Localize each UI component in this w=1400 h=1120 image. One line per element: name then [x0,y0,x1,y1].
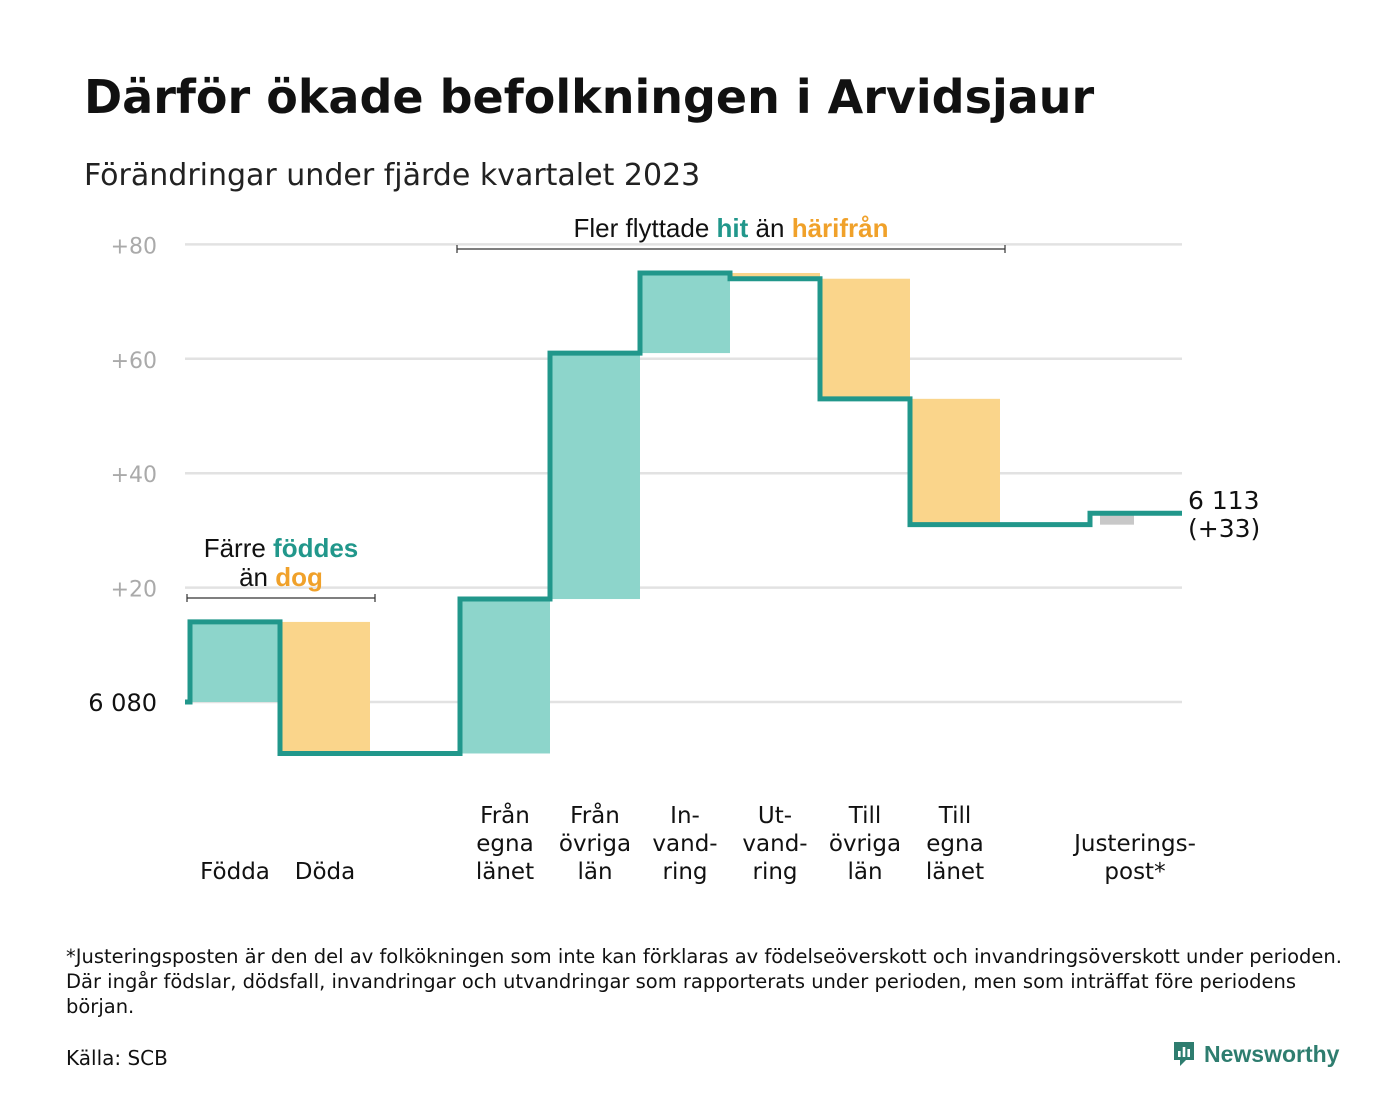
source-label: Källa: SCB [66,1046,168,1070]
category-label: länet [926,859,984,885]
annotation-segment: dog [275,562,323,592]
category-label: Justerings- [1072,831,1196,857]
category-label: Ut- [758,803,792,829]
category-label: Från [480,801,530,829]
y-tick-label: +80 [111,234,157,259]
category-label: post* [1104,859,1165,885]
newsworthy-logo-icon [1174,1042,1194,1066]
y-tick-label: +60 [111,349,157,374]
bar [640,273,730,354]
category-label: ring [752,859,797,885]
annotation-segment: föddes [273,533,358,563]
bar [550,353,640,600]
chart-subtitle: Förändringar under fjärde kvartalet 2023 [84,158,701,193]
end-change-label: (+33) [1188,514,1260,543]
annotation-text: Fler flyttade hit än härifrån [573,213,888,243]
annotation-segment: härifrån [792,213,889,243]
y-tick-label: +20 [111,578,157,603]
category-label: län [847,859,882,885]
y-tick-label: +40 [111,463,157,488]
category-label: övriga [559,831,631,857]
annotation-segment: Fler flyttade [573,213,716,243]
category-label: Födda [200,859,270,885]
bar [730,273,820,279]
category-label: egna [476,831,533,857]
bar [910,398,1000,525]
annotation-segment: Färre [204,533,273,563]
category-label: ring [662,859,707,885]
category-label: vand- [742,831,807,857]
category-label: Till [848,803,882,829]
annotation-segment: hit [717,213,749,243]
category-label: egna [926,831,983,857]
category-label: In- [670,803,700,829]
category-label: övriga [829,831,901,857]
bar [460,599,550,754]
brand-logo: Newsworthy [1172,1040,1339,1068]
annotation-segment: än [748,213,791,243]
category-label: Från [570,801,620,829]
category-label: vand- [652,831,717,857]
category-label: länet [476,859,534,885]
annotation-text: Färre föddes [204,533,359,563]
bar [280,621,370,754]
bar [820,278,910,399]
end-value-label: 6 113 [1188,486,1260,515]
brand-name: Newsworthy [1204,1040,1340,1067]
chart-title: Därför ökade befolkningen i Arvidsjaur [84,70,1095,124]
start-value-label: 6 080 [88,689,157,717]
annotation-text: än dog [239,562,323,592]
category-label: län [577,859,612,885]
cumulative-step-line [185,270,1182,756]
bar [1100,513,1134,525]
category-label: Döda [295,859,355,885]
annotation-segment: än [239,562,275,592]
bar [190,621,280,702]
footnote: *Justeringsposten är den del av folkökni… [66,945,1342,1018]
category-label: Till [938,803,972,829]
